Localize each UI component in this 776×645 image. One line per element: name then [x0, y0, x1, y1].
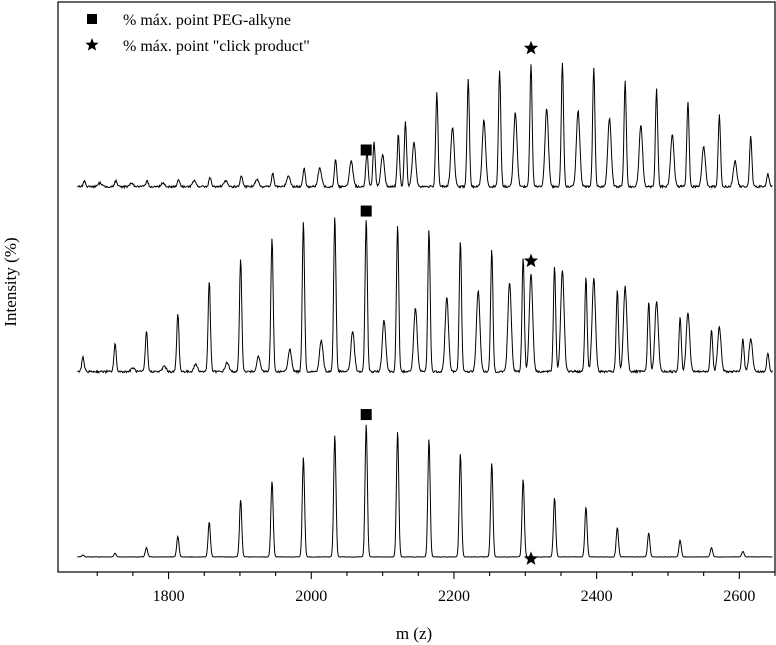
- click-product-max-marker: [523, 551, 539, 565]
- peg-alkyne-max-marker: [360, 144, 372, 156]
- legend-label-click-product: % máx. point "click product": [123, 38, 310, 55]
- x-axis-label: m (z): [396, 624, 432, 643]
- x-tick-label: 2600: [723, 588, 755, 605]
- click-product-max-marker: [523, 253, 539, 268]
- spectrum-trace-bottom: [77, 424, 773, 558]
- x-tick-label: 2200: [438, 588, 470, 605]
- spectrum-traces: [77, 62, 773, 558]
- x-axis: 1800 2000 2200 2400 2600: [96, 572, 776, 605]
- spectrum-trace-middle: [77, 217, 773, 375]
- legend-square-icon: [87, 14, 97, 24]
- x-tick-label: 1800: [153, 588, 185, 605]
- y-axis-label: Intensity (%): [1, 237, 20, 326]
- legend: % máx. point PEG-alkyne % máx. point "cl…: [85, 12, 310, 55]
- click-product-max-marker: [523, 40, 539, 55]
- plot-frame: [57, 1, 776, 573]
- peg-alkyne-max-marker: [360, 409, 372, 421]
- peg-alkyne-max-marker: [360, 205, 372, 217]
- x-tick-label: 2000: [295, 588, 327, 605]
- x-tick-label: 2400: [581, 588, 613, 605]
- spectrum-trace-top: [77, 62, 773, 190]
- legend-label-peg-alkyne: % máx. point PEG-alkyne: [123, 12, 291, 29]
- legend-star-icon: [85, 38, 99, 51]
- plot-border: [57, 1, 776, 573]
- marker-layer: [360, 40, 539, 565]
